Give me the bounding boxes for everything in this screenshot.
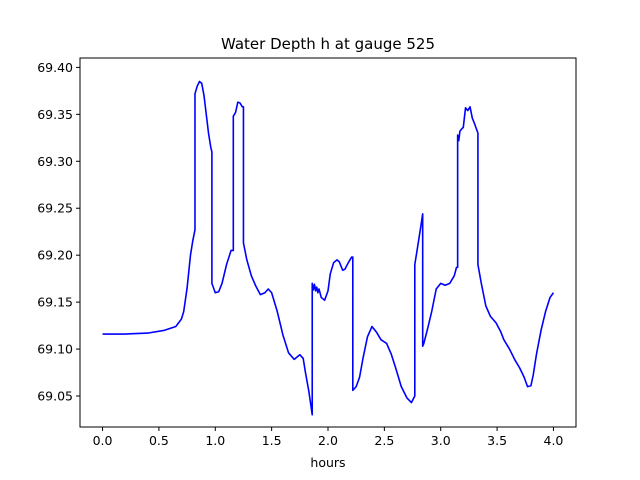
y-axis-ticks: 69.05 69.10 69.15 69.20 69.25 69.30 69.35 69.40: [37, 60, 80, 404]
y-tick-label: 69.20: [37, 248, 73, 263]
chart-title: Water Depth h at gauge 525: [221, 35, 435, 53]
series-line: [102, 80, 555, 416]
x-tick-label: 3.0: [431, 433, 451, 448]
y-tick-label: 69.10: [37, 342, 73, 357]
y-tick-label: 69.05: [37, 389, 73, 404]
series-layer: [102, 80, 555, 416]
x-tick-label: 2.0: [318, 433, 338, 448]
y-tick-label: 69.35: [37, 107, 73, 122]
plot-area: [80, 58, 576, 427]
y-tick-label: 69.40: [37, 60, 73, 75]
x-tick-label: 2.5: [374, 433, 394, 448]
y-tick-label: 69.30: [37, 154, 73, 169]
x-tick-label: 1.5: [262, 433, 282, 448]
x-axis-label: hours: [310, 455, 345, 470]
x-axis-ticks: 0.0 0.5 1.0 1.5 2.0 2.5 3.0 3.5 4.0: [93, 427, 564, 448]
x-tick-label: 4.0: [544, 433, 564, 448]
x-tick-label: 3.5: [487, 433, 507, 448]
y-tick-label: 69.25: [37, 201, 73, 216]
x-tick-label: 1.0: [205, 433, 225, 448]
x-tick-label: 0.0: [93, 433, 113, 448]
y-tick-label: 69.15: [37, 295, 73, 310]
x-tick-label: 0.5: [149, 433, 169, 448]
plot-frame: [79, 57, 577, 428]
